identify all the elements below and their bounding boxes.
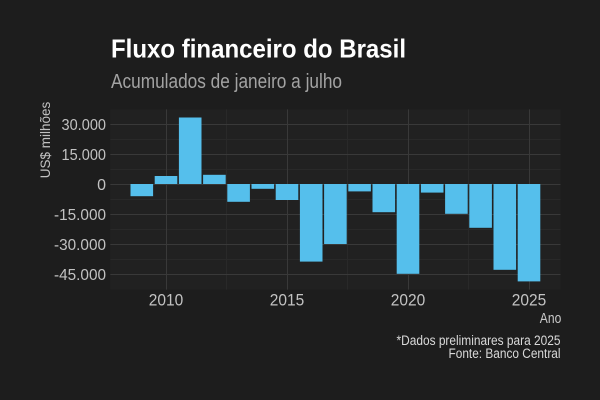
svg-text:*Dados preliminares para 2025: *Dados preliminares para 2025 [397, 333, 561, 348]
svg-text:2025: 2025 [512, 290, 547, 309]
svg-text:2010: 2010 [149, 290, 184, 309]
svg-text:US$ milhões: US$ milhões [38, 101, 53, 178]
svg-text:-45.000: -45.000 [54, 267, 106, 284]
svg-text:15.000: 15.000 [62, 147, 107, 164]
svg-text:2020: 2020 [391, 290, 426, 309]
svg-text:-30.000: -30.000 [54, 237, 106, 254]
svg-text:0: 0 [97, 177, 106, 194]
svg-text:Ano: Ano [540, 311, 562, 327]
svg-text:-15.000: -15.000 [54, 207, 106, 224]
svg-text:Acumulados de janeiro a julho: Acumulados de janeiro a julho [111, 70, 342, 93]
svg-text:2015: 2015 [270, 290, 305, 309]
svg-text:30.000: 30.000 [62, 117, 107, 134]
svg-text:Fonte: Banco Central: Fonte: Banco Central [449, 346, 561, 361]
svg-text:Fluxo financeiro do Brasil: Fluxo financeiro do Brasil [111, 34, 406, 64]
